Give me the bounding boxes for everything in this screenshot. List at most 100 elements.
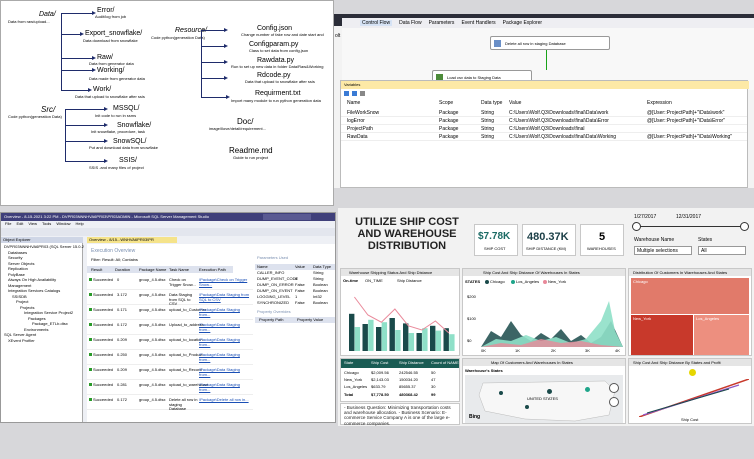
tree-node[interactable]: Server Objects: [8, 260, 35, 266]
exec-path[interactable]: \Package\Data Staging from...: [199, 307, 240, 317]
delete-variable-icon[interactable]: [360, 91, 365, 96]
tree-node[interactable]: Project: [16, 299, 29, 304]
tree-node[interactable]: Databases: [8, 249, 28, 255]
execution-row[interactable]: Succeeded 0.209 group_4.5.dtsx upload_to…: [87, 365, 253, 380]
tree-node[interactable]: Management: [8, 282, 32, 288]
tree-chicago[interactable]: Chicago: [631, 278, 749, 314]
mssql-desc: Init code to run in ssms: [95, 113, 137, 118]
param-type: String: [313, 270, 324, 275]
date-slider[interactable]: [636, 226, 746, 227]
tree-node[interactable]: SSISDB: [12, 293, 27, 299]
param-type: Boolean: [313, 300, 328, 305]
combo-bar-late: [449, 334, 455, 351]
tree-node[interactable]: Always On High Availability: [8, 277, 57, 282]
tree-la[interactable]: Los_Angeles: [694, 315, 749, 355]
search-box[interactable]: [263, 214, 311, 220]
execution-row[interactable]: Succeeded 0.250 group_4.5.dtsx upload_to…: [87, 350, 253, 365]
tree-node[interactable]: Integration Service Project2: [24, 310, 74, 315]
exec-path[interactable]: \Package\Data Staging from...: [199, 367, 240, 377]
tab-event-handlers[interactable]: Event Handlers: [461, 20, 496, 26]
variable-row[interactable]: FileWorkSnow Package String C:\Users\Wol…: [341, 109, 747, 117]
menu-window[interactable]: Window: [56, 221, 71, 226]
variable-row[interactable]: ProjectPath Package String C:\Users\Wolf…: [341, 125, 747, 133]
execution-row[interactable]: Succeeded 3.172 group_4.5.dtsx Data Stag…: [87, 290, 253, 306]
tree-node[interactable]: Projects: [20, 304, 35, 310]
menu-help[interactable]: Help: [75, 221, 84, 226]
scatter-highlight-icon[interactable]: [689, 369, 696, 376]
tree-node[interactable]: Packages: [28, 315, 46, 321]
exec-result: Succeeded: [93, 337, 114, 342]
execution-row[interactable]: Succeeded 0.171 group_4.5.dtsx upload_to…: [87, 305, 253, 320]
states-filter[interactable]: All: [698, 246, 746, 255]
table-col-header: Ship Cost: [371, 360, 389, 365]
exec-path[interactable]: \Package\Delete all row in...: [199, 397, 249, 402]
dashboard-title: UTILIZE SHIP COST AND WAREHOUSE DISTRIBU…: [355, 216, 459, 252]
param-name: DUMP_EVENT_CODE: [257, 276, 299, 281]
combo-bar-ontime: [416, 333, 422, 351]
tree-newyork-label: New_York: [633, 316, 652, 321]
report-tab[interactable]: Overview - 8/15...WNHVA6PR03\PR: [87, 237, 177, 243]
rawdata-file: Rawdata.py: [257, 57, 294, 64]
warehouse-filter[interactable]: Multiple selections: [634, 246, 692, 255]
tree-node[interactable]: Replication: [8, 266, 28, 271]
execution-row[interactable]: Succeeded 0.172 group_4.5.dtsx Delete al…: [87, 395, 253, 411]
table-cell: 30: [431, 384, 436, 389]
task-delete-staging[interactable]: Delete all row in staging Database: [490, 36, 610, 50]
exec-path[interactable]: \Package\Check on Trigger Snow...: [199, 277, 248, 287]
exec-duration: 0.171: [117, 307, 128, 312]
tree-node[interactable]: Security: [8, 255, 23, 260]
add-variable-icon[interactable]: [344, 91, 349, 96]
table-col-header: Count of NAME: [431, 360, 459, 365]
menu-edit[interactable]: Edit: [16, 221, 24, 226]
table-total-cell: 99: [431, 392, 436, 397]
exec-path[interactable]: \Package\Data Staging from...: [199, 352, 240, 362]
tree-node[interactable]: DVPR03NNNHVA6PR03 (SQL Server 15.0.2: [4, 244, 84, 249]
table-cell: 85655.37: [399, 384, 416, 389]
tree-newyork[interactable]: New_York: [631, 315, 693, 355]
exec-path[interactable]: \Package\Data Staging from...: [199, 382, 240, 392]
doc-desc: image/Ilove/detail/requirement...: [209, 126, 266, 131]
exec-path[interactable]: \Package\Data Staging from...: [199, 337, 240, 347]
date-slider-start-handle[interactable]: [632, 222, 641, 231]
param-type: String: [313, 276, 324, 281]
menu-file[interactable]: File: [5, 221, 12, 226]
execution-row[interactable]: Succeeded 0.172 group_4.5.dtsx Upload_to…: [87, 320, 253, 335]
tree-node[interactable]: XEvent Profiler: [8, 337, 35, 343]
line-plot: [481, 301, 623, 347]
combo-bar-ontime: [430, 325, 436, 351]
menu-tools[interactable]: Tools: [41, 221, 52, 226]
combo-legend-ontime: ON_TIME: [365, 278, 383, 283]
move-variable-icon[interactable]: [352, 91, 357, 96]
tab-control-flow[interactable]: Control Flow: [360, 20, 393, 26]
execution-row[interactable]: Succeeded 0.281 group_4.5.dtsx upload_to…: [87, 380, 253, 395]
variable-row[interactable]: logError Package String C:\Users\Wolf.Q3…: [341, 117, 747, 125]
tree-node[interactable]: Package_ETLb.dtsx: [32, 321, 68, 326]
zoom-in-button[interactable]: [609, 383, 619, 393]
tab-data-flow[interactable]: Data Flow: [399, 20, 422, 26]
param-name: CALLER_INFO: [257, 270, 285, 275]
tree-node[interactable]: Integration Services Catalogs: [8, 288, 61, 293]
tab-package-explorer[interactable]: Package Explorer: [502, 20, 543, 26]
date-slider-end-handle[interactable]: [740, 222, 749, 231]
report-filter[interactable]: Filter: Result: All; Contains: [91, 257, 138, 262]
scatter-title-bar: Ship Cost And Ship Distance By States an…: [629, 359, 751, 366]
task-delete-label: Delete all row in staging Database: [505, 41, 566, 46]
variable-row[interactable]: RawData Package String C:\Users\Wolf.Q3\…: [341, 133, 747, 141]
execution-row[interactable]: Succeeded 0.209 group_4.5.dtsx upload_to…: [87, 335, 253, 350]
kpi-ship-cost-label: SHIP COST: [484, 246, 506, 251]
tree-node[interactable]: SQL Server Agent: [4, 332, 37, 337]
tab-parameters[interactable]: Parameters: [428, 20, 455, 26]
zoom-out-button[interactable]: [609, 397, 619, 407]
table-header: [341, 359, 459, 368]
exec-path[interactable]: \Package\Data Staging from...: [199, 322, 240, 332]
date-to[interactable]: 12/31/2017: [676, 214, 702, 220]
col-expression: Expression: [647, 100, 672, 106]
tree-node[interactable]: Environments: [24, 326, 49, 332]
map-canvas[interactable]: UNITED STATES Bing: [465, 375, 623, 423]
tree-node[interactable]: PolyBase: [8, 271, 25, 277]
date-from[interactable]: 1/27/2017: [634, 214, 657, 220]
exec-path[interactable]: \Package\Data Staging from SQL to CSV: [199, 292, 250, 302]
export-folder: Export_snowflake/: [85, 30, 143, 37]
menu-view[interactable]: View: [28, 221, 37, 226]
execution-row[interactable]: Succeeded 0 group_4.5.dtsx Check on Trig…: [87, 275, 253, 290]
